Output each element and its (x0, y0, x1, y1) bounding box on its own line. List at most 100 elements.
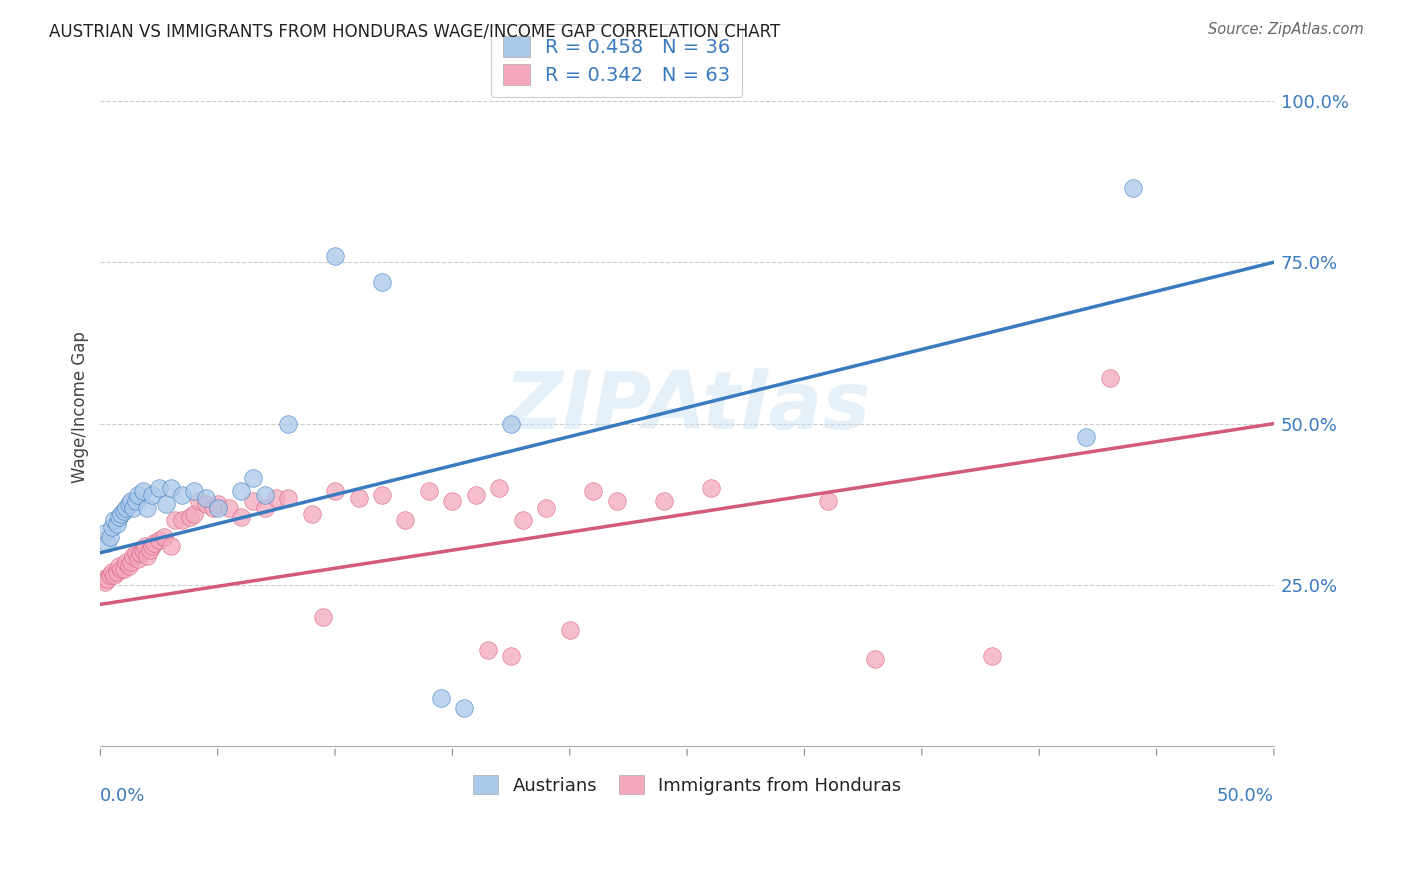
Point (501, 417, 523, 431)
Y-axis label: Wage/Income Gap: Wage/Income Gap (72, 332, 89, 483)
Point (159, 481, 181, 495)
Point (301, 507, 323, 521)
Point (172, 513, 194, 527)
Point (183, 507, 205, 521)
Point (112, 504, 135, 518)
Text: ZIPAtlas: ZIPAtlas (503, 368, 870, 447)
Point (117, 558, 139, 573)
Point (1098, 371, 1121, 385)
Text: Source: ZipAtlas.com: Source: ZipAtlas.com (1208, 22, 1364, 37)
Point (110, 562, 132, 576)
Point (165, 513, 187, 527)
Legend: Austrians, Immigrants from Honduras: Austrians, Immigrants from Honduras (465, 767, 908, 802)
Point (120, 556, 142, 570)
Text: AUSTRIAN VS IMMIGRANTS FROM HONDURAS WAGE/INCOME GAP CORRELATION CHART: AUSTRIAN VS IMMIGRANTS FROM HONDURAS WAG… (49, 22, 780, 40)
Point (231, 510, 253, 524)
Point (253, 500, 276, 515)
Point (207, 497, 229, 511)
Point (501, 648, 523, 663)
Point (312, 610, 335, 624)
Point (194, 491, 217, 505)
Point (108, 510, 131, 524)
Point (231, 484, 253, 499)
Point (418, 484, 440, 499)
Point (207, 500, 229, 515)
Point (134, 539, 156, 553)
Point (115, 500, 138, 515)
Point (138, 542, 160, 557)
Point (1074, 429, 1097, 443)
Point (141, 488, 163, 502)
Point (253, 488, 276, 502)
Point (323, 484, 346, 499)
Point (817, 494, 839, 508)
Point (131, 484, 153, 499)
Point (202, 500, 225, 515)
Point (323, 249, 346, 263)
Point (347, 491, 370, 505)
Point (187, 494, 209, 508)
Point (371, 488, 394, 502)
Text: 50.0%: 50.0% (1218, 787, 1274, 805)
Point (91, 572, 114, 586)
Point (115, 556, 138, 570)
Point (242, 494, 264, 508)
Point (172, 488, 194, 502)
Point (441, 494, 464, 508)
Point (266, 491, 288, 505)
Point (179, 510, 201, 524)
Point (183, 484, 205, 499)
Point (103, 568, 125, 582)
Point (477, 642, 499, 657)
Point (429, 691, 451, 706)
Point (124, 546, 146, 560)
Point (1122, 181, 1144, 195)
Point (98, 568, 121, 582)
Point (277, 491, 299, 505)
Point (108, 558, 131, 573)
Point (606, 494, 628, 508)
Point (159, 539, 181, 553)
Point (536, 500, 558, 515)
Point (112, 562, 135, 576)
Point (98, 530, 121, 544)
Point (218, 500, 240, 515)
Point (464, 488, 486, 502)
Point (863, 652, 886, 666)
Point (117, 497, 139, 511)
Point (371, 275, 394, 289)
Point (394, 513, 416, 527)
Point (194, 497, 217, 511)
Point (155, 497, 177, 511)
Point (131, 542, 153, 557)
Point (136, 549, 159, 563)
Point (122, 549, 145, 563)
Point (94, 526, 117, 541)
Point (94, 574, 117, 589)
Point (120, 494, 142, 508)
Point (652, 494, 675, 508)
Point (103, 513, 125, 527)
Point (101, 520, 124, 534)
Point (110, 507, 132, 521)
Point (242, 471, 264, 485)
Point (124, 494, 146, 508)
Point (699, 481, 721, 495)
Point (127, 488, 149, 502)
Point (105, 516, 128, 531)
Point (136, 500, 159, 515)
Point (558, 624, 581, 638)
Point (512, 513, 534, 527)
Point (143, 536, 166, 550)
Point (148, 533, 170, 547)
Point (105, 565, 128, 579)
Point (277, 417, 299, 431)
Point (152, 530, 174, 544)
Point (488, 481, 510, 495)
Text: 0.0%: 0.0% (100, 787, 146, 805)
Point (96, 536, 118, 550)
Point (122, 500, 145, 515)
Point (127, 552, 149, 566)
Point (141, 539, 163, 553)
Point (148, 481, 170, 495)
